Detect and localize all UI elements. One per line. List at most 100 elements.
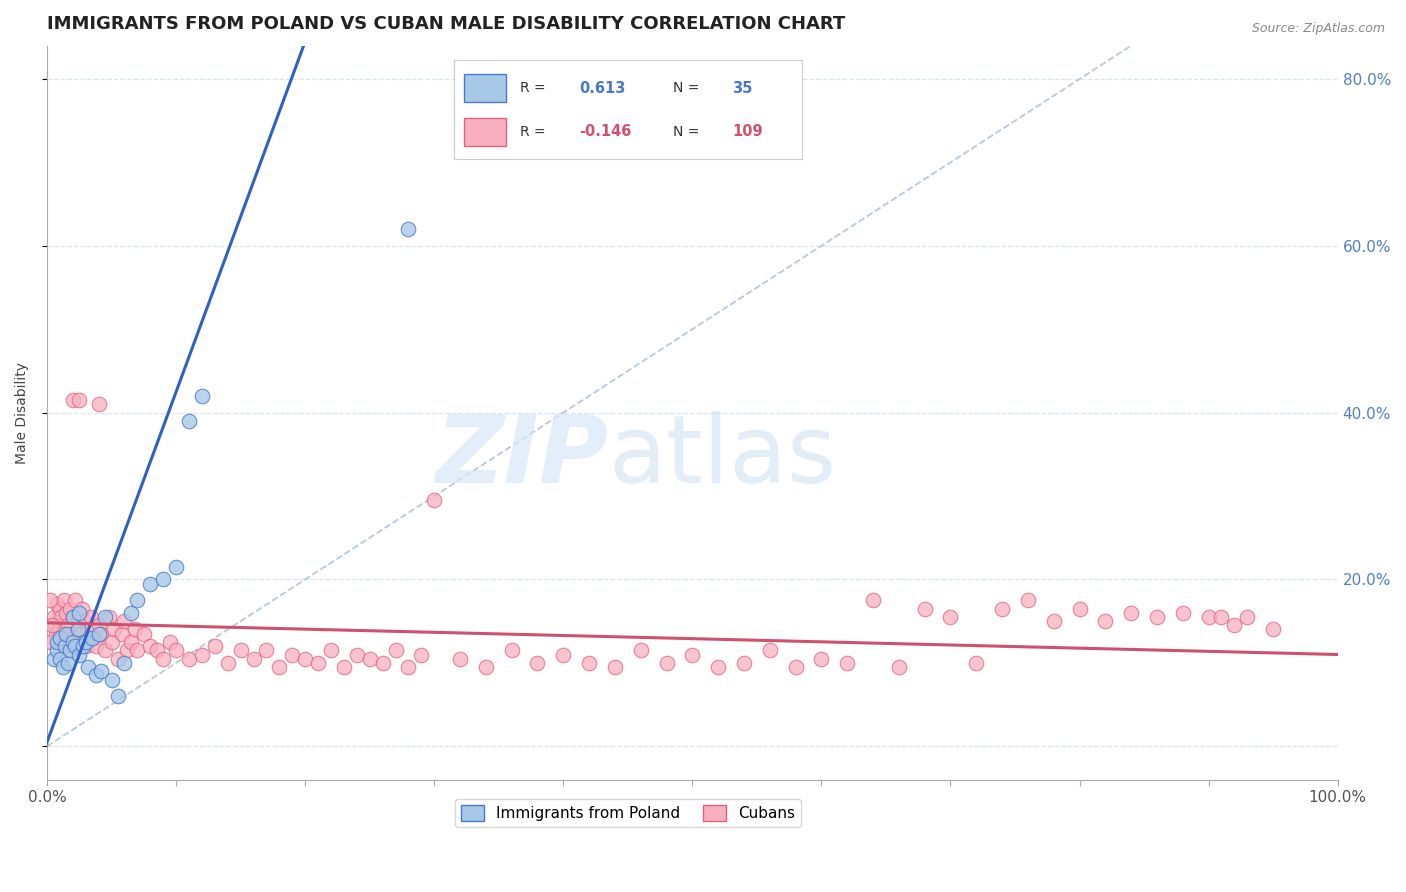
Point <box>53 639 76 653</box>
Point <box>84 639 107 653</box>
Point <box>475 660 498 674</box>
Point <box>67 393 90 408</box>
Point <box>139 639 162 653</box>
Point <box>51 610 73 624</box>
Text: IMMIGRANTS FROM POLAND VS CUBAN MALE DISABILITY CORRELATION CHART: IMMIGRANTS FROM POLAND VS CUBAN MALE DIS… <box>46 15 845 33</box>
Point <box>51 660 73 674</box>
Point <box>98 610 121 624</box>
Text: Source: ZipAtlas.com: Source: ZipAtlas.com <box>1251 22 1385 36</box>
Point <box>333 660 356 674</box>
Point <box>1146 610 1168 624</box>
Point <box>1017 593 1039 607</box>
Point <box>229 643 252 657</box>
Point <box>77 623 100 637</box>
Point <box>56 656 79 670</box>
Point <box>63 631 86 645</box>
Point <box>72 639 94 653</box>
Point <box>120 606 142 620</box>
Point <box>44 618 66 632</box>
Point <box>449 651 471 665</box>
Point <box>46 643 69 657</box>
Point <box>1236 610 1258 624</box>
Point <box>58 626 80 640</box>
Point <box>191 389 214 403</box>
Point <box>281 648 304 662</box>
Point <box>127 643 149 657</box>
Point <box>103 623 125 637</box>
Point <box>67 606 90 620</box>
Point <box>319 643 342 657</box>
Point <box>100 635 122 649</box>
Point <box>41 618 63 632</box>
Point <box>423 493 446 508</box>
Point <box>51 631 73 645</box>
Point <box>107 651 129 665</box>
Point <box>48 623 70 637</box>
Point <box>49 601 72 615</box>
Point <box>1094 614 1116 628</box>
Point <box>73 614 96 628</box>
Point <box>46 635 69 649</box>
Point <box>62 610 84 624</box>
Point <box>62 610 84 624</box>
Legend: Immigrants from Poland, Cubans: Immigrants from Poland, Cubans <box>454 799 801 827</box>
Point <box>159 635 181 649</box>
Text: ZIP: ZIP <box>436 410 609 503</box>
Point <box>862 593 884 607</box>
Point <box>914 601 936 615</box>
Point <box>139 576 162 591</box>
Point <box>526 656 548 670</box>
Point <box>1121 606 1143 620</box>
Point <box>165 643 187 657</box>
Point <box>396 660 419 674</box>
Point <box>75 639 97 653</box>
Point <box>204 639 226 653</box>
Point <box>46 598 69 612</box>
Point <box>49 631 72 645</box>
Point <box>396 222 419 236</box>
Point <box>107 689 129 703</box>
Point <box>294 651 316 665</box>
Point <box>124 623 146 637</box>
Point <box>307 656 329 670</box>
Point <box>501 643 523 657</box>
Point <box>127 593 149 607</box>
Point <box>80 610 103 624</box>
Point <box>100 673 122 687</box>
Point <box>94 610 117 624</box>
Point <box>59 601 82 615</box>
Point <box>120 635 142 649</box>
Point <box>384 643 406 657</box>
Point <box>655 656 678 670</box>
Point <box>53 639 76 653</box>
Point <box>578 656 600 670</box>
Point <box>887 660 910 674</box>
Point <box>177 651 200 665</box>
Point <box>75 635 97 649</box>
Point <box>83 631 105 645</box>
Point <box>965 656 987 670</box>
Point <box>67 648 90 662</box>
Point <box>87 397 110 411</box>
Y-axis label: Male Disability: Male Disability <box>15 361 30 464</box>
Point <box>991 601 1014 615</box>
Point <box>733 656 755 670</box>
Point <box>42 610 65 624</box>
Point <box>707 660 730 674</box>
Point <box>785 660 807 674</box>
Point <box>165 560 187 574</box>
Point <box>630 643 652 657</box>
Point <box>152 651 174 665</box>
Point <box>65 639 87 653</box>
Point <box>65 593 87 607</box>
Point <box>111 626 134 640</box>
Point <box>810 651 832 665</box>
Point <box>115 643 138 657</box>
Point <box>681 648 703 662</box>
Point <box>87 618 110 632</box>
Point <box>55 626 77 640</box>
Point <box>82 631 104 645</box>
Point <box>77 660 100 674</box>
Point <box>42 651 65 665</box>
Point <box>45 626 67 640</box>
